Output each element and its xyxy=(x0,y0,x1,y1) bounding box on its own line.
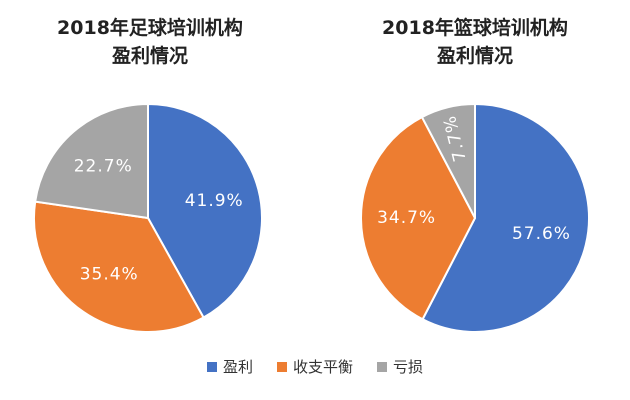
pie-slice-football-loss xyxy=(34,102,149,220)
legend-label-breakeven: 收支平衡 xyxy=(292,358,353,376)
chart-title-basketball-line-2: 盈利情况 xyxy=(436,45,513,67)
legend-item-profit: 盈利 xyxy=(206,356,253,377)
pie-slice-basketball-breakeven xyxy=(359,115,477,321)
pie-label-basketball-profit: 57.6% xyxy=(512,224,571,244)
pie-label-basketball-breakeven: 34.7% xyxy=(377,208,436,228)
legend: 盈利 收支平衡 亏损 xyxy=(0,356,630,377)
pie-label-football-loss: 22.7% xyxy=(74,156,133,176)
legend-swatch-breakeven xyxy=(276,361,287,372)
pie-slice-basketball-profit xyxy=(421,102,590,333)
chart-title-football: 2018年足球培训机构 盈利情况 xyxy=(0,14,300,70)
chart-title-football-line-2: 盈利情况 xyxy=(111,45,188,67)
legend-swatch-profit xyxy=(206,361,217,372)
chart-title-football-line-1: 2018年足球培训机构 xyxy=(57,17,243,39)
legend-label-loss: 亏损 xyxy=(393,358,424,376)
pie-slice-football-breakeven xyxy=(33,200,205,333)
legend-swatch-loss xyxy=(377,361,387,372)
chart-title-basketball-line-1: 2018年篮球培训机构 xyxy=(382,17,568,39)
pie-slice-basketball-loss xyxy=(420,102,476,219)
legend-item-breakeven: 收支平衡 xyxy=(276,356,353,377)
pie-label-football-breakeven: 35.4% xyxy=(80,264,139,284)
pie-slice-football-profit xyxy=(147,102,263,319)
chart-title-basketball: 2018年篮球培训机构 盈利情况 xyxy=(325,14,625,70)
legend-item-loss: 亏损 xyxy=(377,356,423,377)
pie-label-football-profit: 41.9% xyxy=(185,191,244,211)
legend-label-profit: 盈利 xyxy=(222,358,253,376)
